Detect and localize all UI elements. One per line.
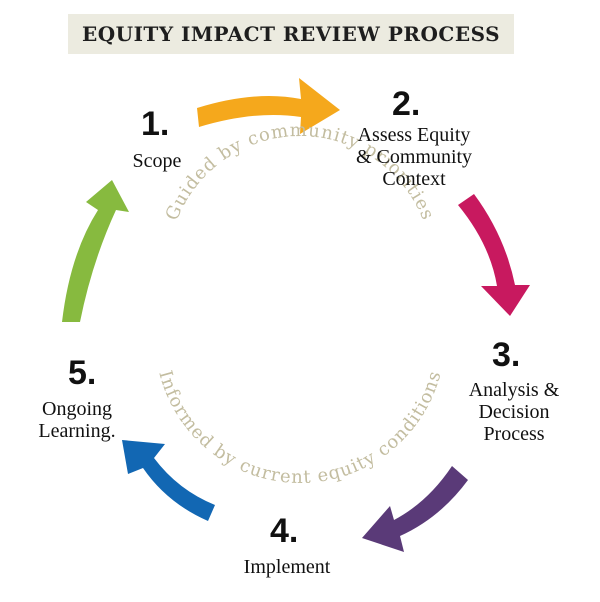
- step-1-label: Scope: [132, 150, 182, 172]
- diagram-title: EQUITY IMPACT REVIEW PROCESS: [81, 22, 501, 46]
- step-5-number: 5.: [68, 354, 97, 392]
- arrow-assess-to-analysis: [458, 194, 530, 316]
- step-5-label: Ongoing Learning.: [38, 398, 116, 442]
- arrow-learning-to-scope: [62, 180, 129, 322]
- ring-text-bottom: Informed by current equity conditions: [154, 368, 445, 488]
- step-2-number: 2.: [392, 85, 421, 123]
- step-4-number: 4.: [270, 512, 299, 550]
- step-1-number: 1.: [141, 105, 170, 143]
- step-4-label: Implement: [243, 556, 331, 578]
- step-3-label: Analysis & Decision Process: [468, 379, 560, 445]
- step-3-number: 3.: [492, 336, 521, 374]
- arrow-implement-to-learning: [122, 440, 215, 521]
- step-2-label: Assess Equity & Community Context: [355, 124, 473, 190]
- title-banner: EQUITY IMPACT REVIEW PROCESS: [68, 14, 514, 54]
- arrow-analysis-to-implement: [362, 466, 468, 552]
- arrow-scope-to-assess: [197, 78, 340, 134]
